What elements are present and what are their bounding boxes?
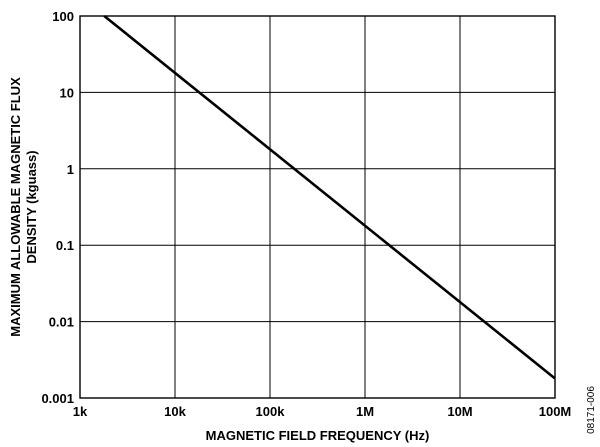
y-tick-label: 0.01 <box>49 315 74 330</box>
y-axis-title-line-2: DENSITY (kguass) <box>24 150 39 263</box>
plot-frame <box>79 15 556 399</box>
x-tick-label: 10M <box>447 404 472 419</box>
tick-labels: 1k 10k 100k 1M 10M 100M 0.001 0.01 0.1 1 10 100 <box>41 9 571 419</box>
x-tick-label: 100k <box>256 404 286 419</box>
figure-id: 08171-006 <box>586 386 597 434</box>
y-axis-title: MAXIMUM ALLOWABLE MAGNETIC FLUX DENSITY … <box>8 77 39 337</box>
y-tick-label: 100 <box>52 9 74 24</box>
series-line <box>103 14 556 380</box>
y-axis-title-line-1: MAXIMUM ALLOWABLE MAGNETIC FLUX <box>8 77 23 337</box>
grid <box>80 16 555 398</box>
y-tick-label: 0.001 <box>41 391 74 406</box>
y-tick-label: 1 <box>67 162 74 177</box>
y-tick-label: 10 <box>60 85 74 100</box>
x-axis-title: MAGNETIC FIELD FREQUENCY (Hz) <box>206 428 430 443</box>
x-tick-label: 1M <box>356 404 374 419</box>
series-group <box>103 14 556 380</box>
x-tick-label: 10k <box>164 404 186 419</box>
y-tick-label: 0.1 <box>56 238 74 253</box>
x-tick-label: 100M <box>539 404 572 419</box>
x-tick-label: 1k <box>73 404 88 419</box>
